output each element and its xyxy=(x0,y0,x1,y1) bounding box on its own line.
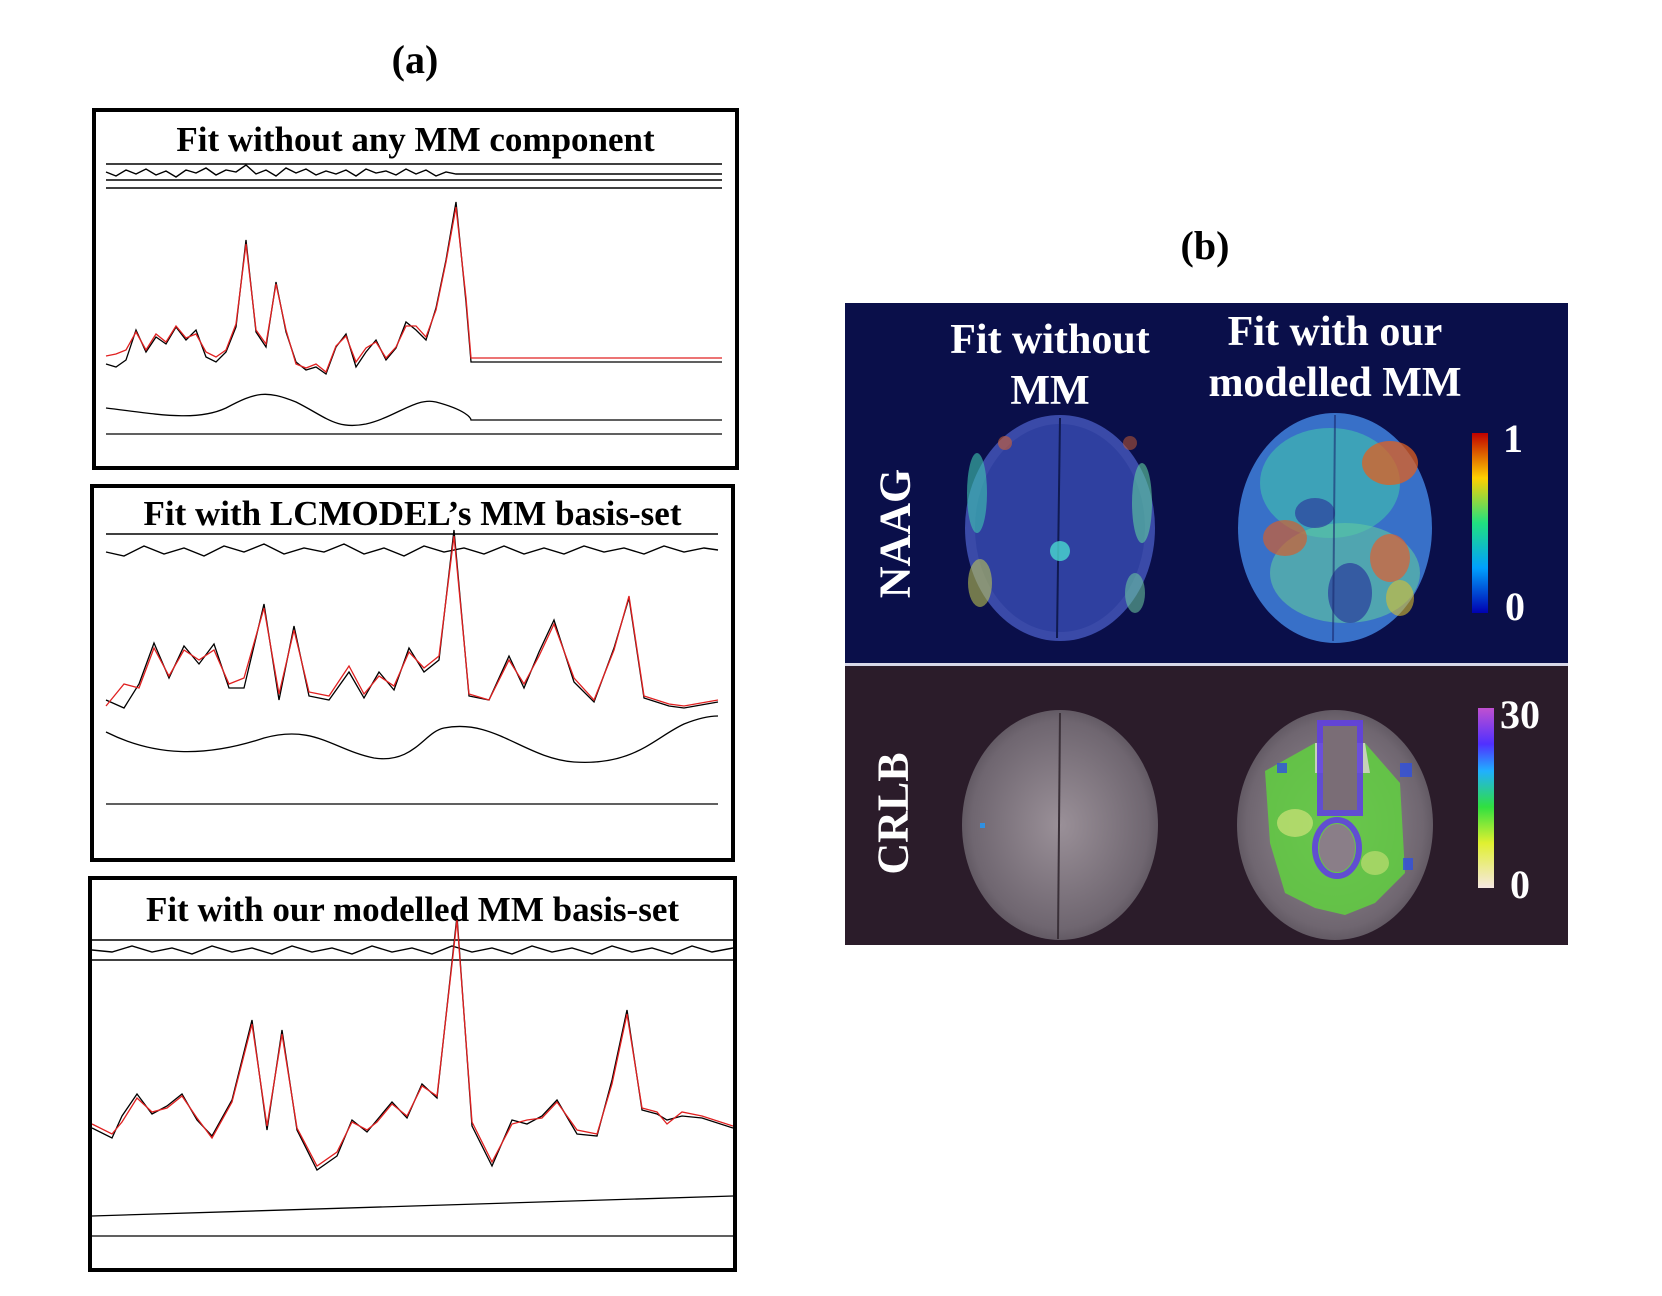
spectrum-data-2 xyxy=(105,529,719,709)
residual-trace-1 xyxy=(105,163,722,189)
crlb-scale-min: 0 xyxy=(1510,862,1530,907)
fit-panel-1-plot xyxy=(105,163,722,435)
panel-b-label: (b) xyxy=(1180,223,1230,268)
spectrum-data-3 xyxy=(92,915,733,1171)
residual-trace-2 xyxy=(105,533,719,557)
fit-panel-1: Fit without any MM component xyxy=(92,108,739,470)
spectrum-fit-3 xyxy=(92,919,733,1167)
fit-panel-1-title: Fit without any MM component xyxy=(176,120,655,159)
row-label-crlb: CRLB xyxy=(868,752,918,875)
column-header-with-mm: Fit with our modelled MM xyxy=(1208,309,1462,407)
naag-row-bg xyxy=(845,303,1568,663)
baseline-2 xyxy=(105,715,719,764)
baseline-3 xyxy=(92,1195,733,1217)
fit-panel-3-plot xyxy=(92,915,733,1237)
crlb-scale-max: 30 xyxy=(1500,692,1540,737)
crlb-row-bg xyxy=(845,666,1568,945)
fit-panel-2-title: Fit with LCMODEL’s MM basis-set xyxy=(143,494,682,533)
fit-panel-3: Fit with our modelled MM basis-set xyxy=(88,876,737,1272)
fit-panel-2-plot xyxy=(105,529,719,805)
spectrum-fit-1 xyxy=(105,206,722,374)
residual-trace-3 xyxy=(92,939,733,961)
panel-a-label: (a) xyxy=(391,37,439,82)
maps-canvas xyxy=(845,303,1568,945)
naag-scale-min: 0 xyxy=(1505,584,1525,629)
metabolite-maps: Fit without MM Fit with our modelled MM … xyxy=(845,303,1568,945)
row-label-naag: NAAG xyxy=(870,468,920,599)
crlb-colorbar xyxy=(1478,708,1494,888)
naag-scale-max: 1 xyxy=(1503,416,1523,461)
column-header-without-mm: Fit without MM xyxy=(950,317,1150,415)
naag-colorbar xyxy=(1472,433,1488,613)
fit-panel-2: Fit with LCMODEL’s MM basis-set xyxy=(90,484,735,862)
baseline-1 xyxy=(105,393,722,427)
spectrum-data-1 xyxy=(105,201,722,376)
fit-panel-3-title: Fit with our modelled MM basis-set xyxy=(145,890,680,929)
spectrum-fit-2 xyxy=(105,535,719,707)
